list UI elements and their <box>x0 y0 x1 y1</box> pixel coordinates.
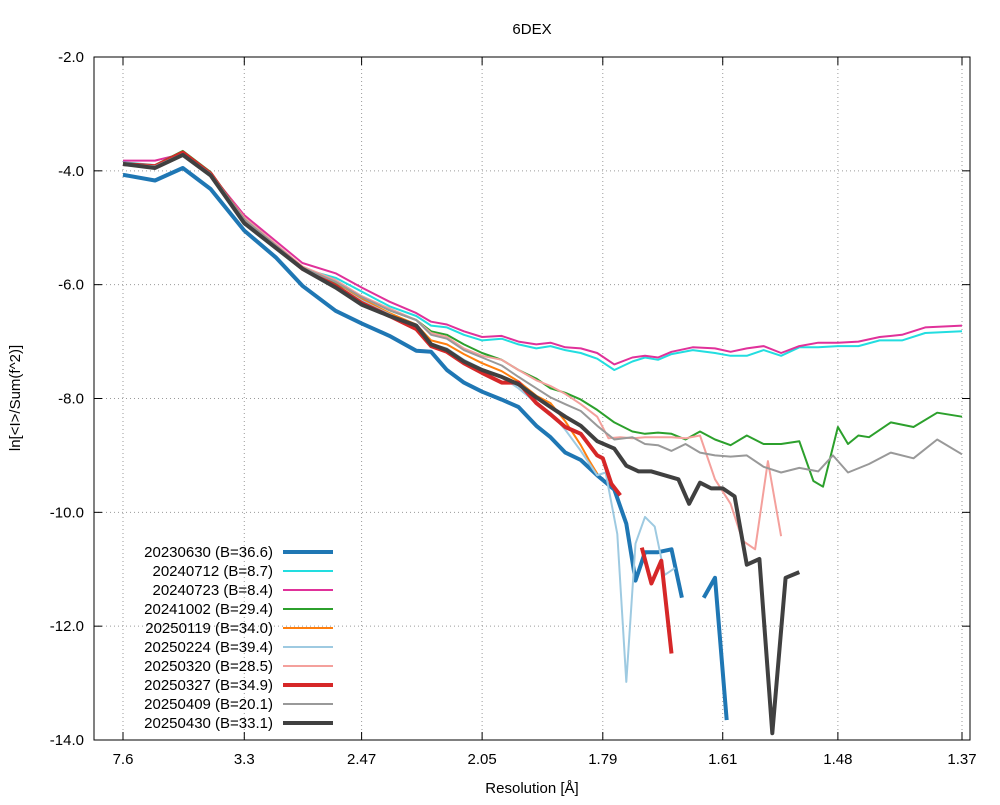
legend-label: 20230630 (B=36.6) <box>144 544 273 561</box>
plot-series <box>122 149 963 736</box>
x-tick-label: 1.37 <box>947 751 976 768</box>
series-line-1 <box>122 166 729 721</box>
series-line-9 <box>122 152 963 474</box>
legend-label: 20250409 (B=20.1) <box>144 696 273 713</box>
x-tick-label: 1.61 <box>708 751 737 768</box>
x-tick-label: 2.05 <box>468 751 497 768</box>
x-tick-label: 1.48 <box>823 751 852 768</box>
x-tick-label: 2.47 <box>347 751 376 768</box>
legend-label: 20240712 (B=8.7) <box>152 563 273 580</box>
x-tick-label: 1.79 <box>588 751 617 768</box>
series-line-3 <box>123 152 963 366</box>
legend-label: 20241002 (B=29.4) <box>144 601 273 618</box>
x-tick-label: 3.3 <box>234 751 255 768</box>
chart-title: 6DEX <box>512 21 551 38</box>
y-tick-label: -12.0 <box>50 618 84 635</box>
y-tick-label: -10.0 <box>50 504 84 521</box>
legend-label: 20250224 (B=39.4) <box>144 639 273 656</box>
legend: 20230630 (B=36.6) 20240712 (B=8.7) 2024072… <box>144 544 333 732</box>
y-tick-label: -2.0 <box>58 49 84 66</box>
series-line-10 <box>122 152 801 736</box>
y-tick-label: -8.0 <box>58 391 84 408</box>
series-line-2 <box>122 151 963 371</box>
x-axis-label: Resolution [Å] <box>485 780 578 797</box>
legend-label: 20250119 (B=34.0) <box>145 620 273 637</box>
series-line-5 <box>122 152 599 475</box>
series-line-7 <box>122 152 783 551</box>
y-tick-label: -14.0 <box>50 732 84 749</box>
legend-label: 20250327 (B=34.9) <box>144 677 273 694</box>
axis-ticks: 7.6 3.3 2.47 2.05 1.79 1.61 1.48 1.37 -2.0 -4.0 -6… <box>50 49 977 768</box>
legend-label: 20250320 (B=28.5) <box>144 658 273 675</box>
y-tick-label: -6.0 <box>58 277 84 294</box>
series-line-4 <box>122 149 963 488</box>
y-tick-label: -4.0 <box>58 163 84 180</box>
x-tick-label: 7.6 <box>113 751 134 768</box>
legend-label: 20250430 (B=33.1) <box>144 715 273 732</box>
legend-label: 20240723 (B=8.4) <box>152 582 273 599</box>
y-axis-label: ln[<I>/Sum(f^2)] <box>7 345 24 451</box>
